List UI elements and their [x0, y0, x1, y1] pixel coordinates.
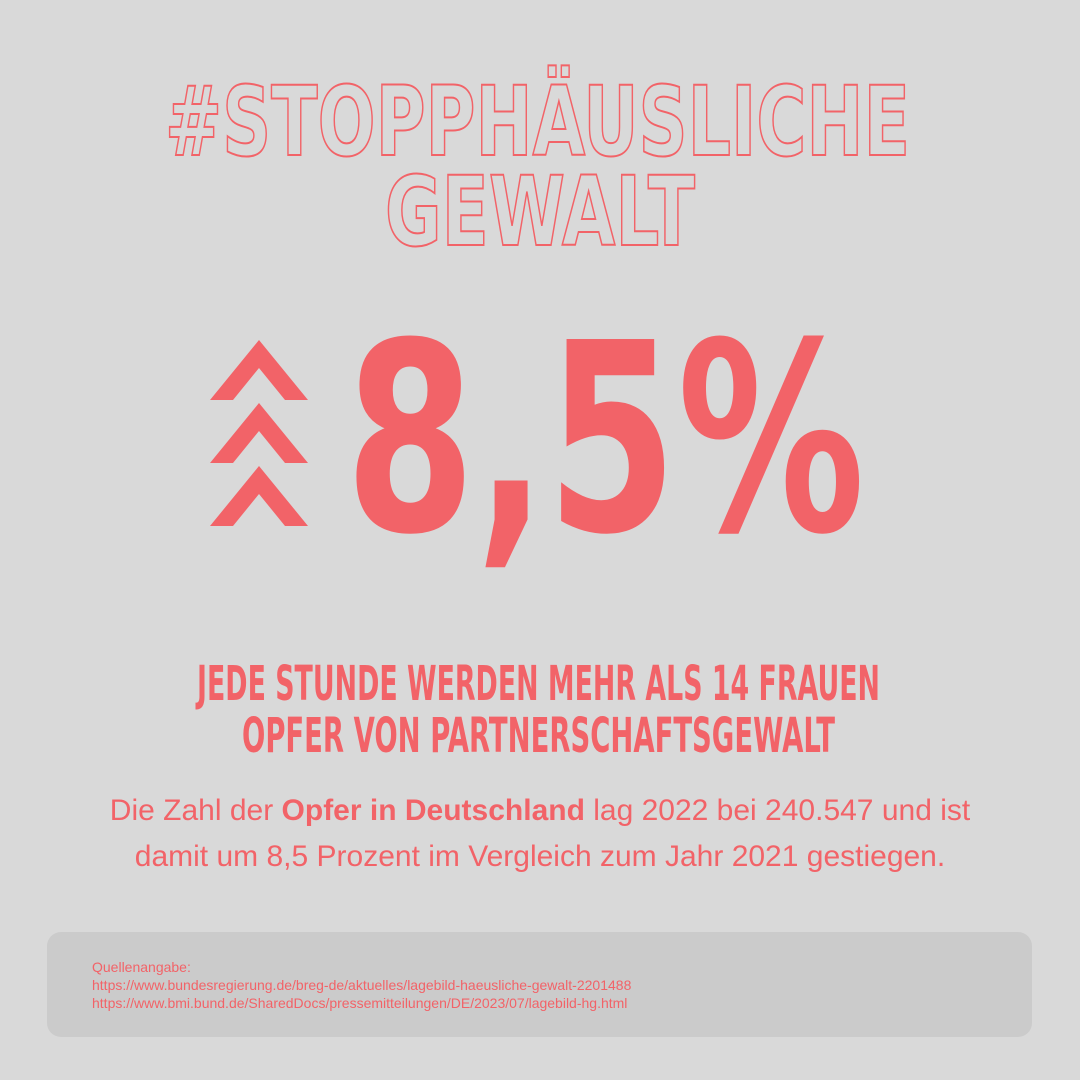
headline: GEWALT [385, 156, 695, 268]
body-text: damit um 8,5 Prozent im Vergleich zum Ja… [135, 840, 945, 873]
body-emphasis: Opfer in Deutschland [282, 794, 585, 827]
arrow-icon [210, 340, 308, 526]
subheadline: OPFER VON PARTNERSCHAFTSGEWALT [242, 708, 835, 764]
headline: #STOPPHÄUSLICHE [165, 65, 910, 178]
source-link[interactable]: https://www.bundesregierung.de/breg-de/a… [92, 977, 632, 993]
body-text: Die Zahl der Opfer in Deutschland lag 20… [110, 794, 971, 827]
source-link[interactable]: https://www.bmi.bund.de/SharedDocs/press… [92, 995, 627, 1011]
body-text: lag 2022 bei 240.547 und ist [585, 794, 971, 827]
sources-box [47, 932, 1032, 1037]
body-text: Die Zahl der [110, 794, 282, 827]
stat: 8,5% [345, 287, 865, 592]
sources-label: Quellenangabe: [92, 959, 191, 975]
subheadline: JEDE STUNDE WERDEN MEHR ALS 14 FRAUEN [195, 656, 880, 712]
